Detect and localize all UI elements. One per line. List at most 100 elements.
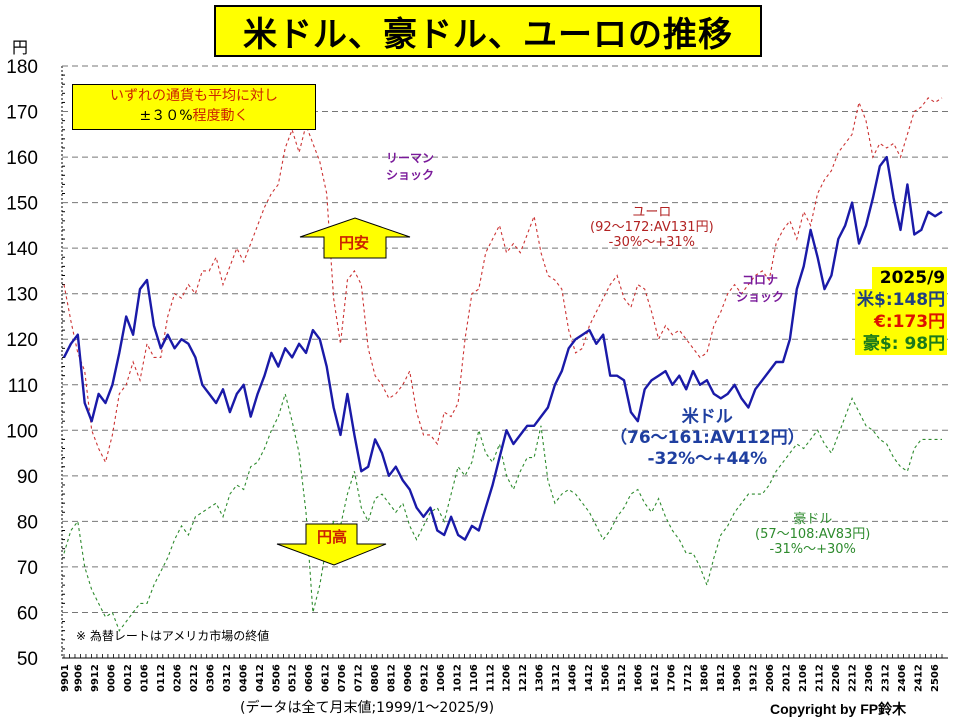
x-tick-label: 2012 <box>782 664 793 692</box>
x-axis-ticks: 9901 9906 9912 0006 0012 0106 0112 0206 0212 0306… <box>60 664 941 692</box>
x-tick-label: 0006 <box>107 664 118 692</box>
x-tick-label: 0012 <box>123 664 134 692</box>
note-box: いずれの通貨も平均に対し ±３０%程度動く <box>72 84 316 130</box>
x-tick-label: 1312 <box>551 664 562 692</box>
aud-series-label: 豪ドル (57～108:AV83円) -31%～+30% <box>755 512 870 557</box>
x-tick-label: 9901 <box>60 664 71 692</box>
usd-series-label: 米ドル （76～161:AV112円） -32%～+44% <box>610 407 805 470</box>
x-tick-label: 0812 <box>387 664 398 692</box>
chart-title: 米ドル、豪ドル、ユーロの推移 <box>214 5 762 57</box>
x-tick-label: 2206 <box>831 664 842 692</box>
note-percent: ±３０% <box>139 108 193 124</box>
aud-name: 豪ドル <box>793 512 833 527</box>
x-tick-label: 1506 <box>601 664 612 692</box>
euro-pct: -30%～+31% <box>608 235 696 250</box>
x-tick-label: 2106 <box>798 664 809 692</box>
x-tick-label: 1112 <box>485 664 496 692</box>
x-tick-label: 0406 <box>238 664 249 692</box>
x-tick-label: 0412 <box>255 664 266 692</box>
x-tick-label: 1406 <box>568 664 579 692</box>
gridlines <box>61 65 948 659</box>
x-tick-label: 1612 <box>650 664 661 692</box>
x-tick-label: 1512 <box>617 664 628 692</box>
euro-name: ユーロ <box>632 205 672 220</box>
x-tick-label: 2006 <box>765 664 776 692</box>
x-tick-label: 0106 <box>140 664 151 692</box>
x-tick-label: 1806 <box>699 664 710 692</box>
note-line-1: いずれの通貨も平均に対し <box>110 88 278 104</box>
usd-range: （76～161:AV112円） <box>610 428 805 448</box>
aud-line <box>63 391 942 632</box>
y-tick-label: 90 <box>17 467 38 488</box>
x-tick-label: 0512 <box>288 664 299 692</box>
latest-values-box: 2025/9 米$:148円 €:173円 豪$: 98円 <box>855 267 948 355</box>
corona-line-1: コロナ <box>742 273 779 287</box>
y-tick-label: 170 <box>6 103 38 124</box>
x-tick-label: 0712 <box>354 664 365 692</box>
lehman-shock-label: リーマン ショック <box>386 150 434 184</box>
x-tick-label: 0612 <box>321 664 332 692</box>
x-tick-label: 2406 <box>897 664 908 692</box>
latest-aud: 豪$: 98円 <box>855 333 948 355</box>
x-tick-label: 0306 <box>205 664 216 692</box>
y-tick-label: 130 <box>6 285 38 306</box>
yen-strong-label: 円高 <box>317 528 348 546</box>
x-tick-label: 2412 <box>913 664 924 692</box>
x-tick-label: 9912 <box>90 664 101 692</box>
x-tick-label: 0606 <box>304 664 315 692</box>
lehman-line-1: リーマン <box>386 151 435 165</box>
x-tick-label: 1912 <box>749 664 760 692</box>
latest-usd: 米$:148円 <box>855 289 948 311</box>
x-tick-label: 2312 <box>880 664 891 692</box>
usd-name: 米ドル <box>681 407 733 427</box>
y-axis-unit: 円 <box>12 38 29 57</box>
y-tick-label: 100 <box>6 421 38 442</box>
corona-line-2: ショック <box>736 290 785 304</box>
latest-date: 2025/9 <box>872 267 948 289</box>
y-tick-label: 140 <box>6 239 38 260</box>
yen-weak-label: 円安 <box>339 234 370 252</box>
y-tick-label: 110 <box>8 376 38 397</box>
x-tick-label: 2506 <box>930 664 941 692</box>
x-tick-label: 1006 <box>436 664 447 692</box>
x-tick-label: 1906 <box>732 664 743 692</box>
x-tick-label: 0806 <box>370 664 381 692</box>
x-tick-label: 1306 <box>535 664 546 692</box>
x-tick-label: 1106 <box>469 664 480 692</box>
yen-weak-arrow <box>299 217 411 259</box>
corona-shock-label: コロナ ショック <box>736 272 784 306</box>
aud-range: (57～108:AV83円) <box>755 527 871 542</box>
x-tick-label: 1712 <box>683 664 694 692</box>
x-tick-label: 1706 <box>666 664 677 692</box>
x-tick-label: 0912 <box>419 664 430 692</box>
x-tick-label: 2112 <box>815 664 826 692</box>
x-tick-label: 0206 <box>172 664 183 692</box>
y-tick-label: 50 <box>17 649 38 670</box>
y-tick-label: 70 <box>17 558 38 579</box>
x-tick-label: 0906 <box>403 664 414 692</box>
x-tick-label: 0112 <box>156 664 167 692</box>
euro-range: (92～172:AV131円) <box>590 220 714 235</box>
note-line-2: 程度動く <box>192 108 249 124</box>
usd-pct: -32%～+44% <box>647 449 768 469</box>
y-tick-label: 180 <box>6 57 38 78</box>
aud-pct: -31%～+30% <box>769 542 856 557</box>
x-tick-label: 1812 <box>716 664 727 692</box>
x-tick-label: 1412 <box>584 664 595 692</box>
y-tick-label: 120 <box>6 330 38 351</box>
x-tick-label: 0506 <box>271 664 282 692</box>
series-lines <box>62 97 943 632</box>
y-tick-label: 150 <box>6 194 38 215</box>
euro-series-label: ユーロ (92～172:AV131円) -30%～+31% <box>590 205 714 250</box>
footnote: ※ 為替レートはアメリカ市場の終値 <box>76 629 270 643</box>
x-tick-label: 0212 <box>189 664 200 692</box>
copyright: Copyright by FP鈴木 <box>770 701 907 717</box>
x-tick-label: 9906 <box>74 664 85 692</box>
lehman-line-2: ショック <box>386 168 435 182</box>
y-tick-label: 80 <box>17 512 38 533</box>
data-note: (データは全て月末値;1999/1～2025/9) <box>240 700 495 716</box>
x-tick-label: 1606 <box>633 664 644 692</box>
x-tick-label: 2212 <box>847 664 858 692</box>
euro-line <box>63 97 943 464</box>
